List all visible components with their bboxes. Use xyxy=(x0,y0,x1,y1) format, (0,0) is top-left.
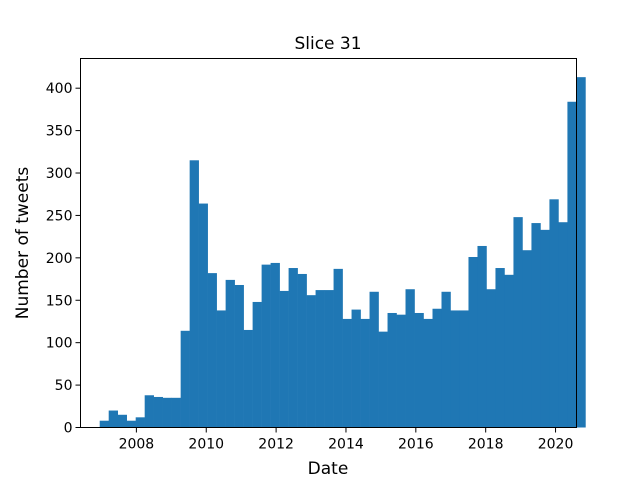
histogram-bar xyxy=(351,309,361,428)
histogram-bar xyxy=(504,274,514,428)
histogram-bar xyxy=(216,310,226,428)
plot-frame xyxy=(80,58,577,428)
histogram-bar xyxy=(567,101,577,428)
chart-title: Slice 31 xyxy=(294,34,361,54)
histogram-bar xyxy=(459,310,469,428)
y-tick-label: 250 xyxy=(46,208,73,224)
histogram-bar xyxy=(306,295,316,428)
x-tick-label: 2012 xyxy=(258,437,294,453)
y-tick-label: 350 xyxy=(46,124,73,140)
histogram-bar xyxy=(558,222,568,428)
histogram-bar xyxy=(207,273,217,428)
histogram-bar xyxy=(423,318,433,428)
x-tick-label: 2018 xyxy=(468,437,504,453)
y-tick-label: 0 xyxy=(64,421,73,437)
y-tick-label: 150 xyxy=(46,293,73,309)
histogram-bar xyxy=(450,310,460,428)
histogram-bar xyxy=(99,420,110,428)
histogram-bar xyxy=(297,273,307,428)
histogram-bar xyxy=(279,290,289,428)
histogram-bar xyxy=(180,330,190,428)
histogram-bar xyxy=(270,262,280,428)
histogram-bar xyxy=(288,268,298,428)
y-axis-ticks: 0 50 100 150 200 250 300 350 400 xyxy=(46,81,81,437)
histogram-bar xyxy=(468,256,478,428)
histogram-bar xyxy=(225,279,235,428)
histogram-bar xyxy=(234,284,244,428)
x-tick-label: 2008 xyxy=(119,437,155,453)
y-tick-label: 300 xyxy=(46,166,73,182)
histogram-bar xyxy=(414,312,424,428)
histogram-bar xyxy=(108,410,118,428)
x-axis-label: Date xyxy=(308,459,349,479)
x-tick-label: 2010 xyxy=(188,437,224,453)
x-tick-label: 2020 xyxy=(538,437,574,453)
histogram-bar xyxy=(144,395,154,428)
histogram-bar xyxy=(522,250,532,428)
histogram-bar xyxy=(369,291,379,428)
histogram-bar xyxy=(135,417,145,428)
x-tick-label: 2014 xyxy=(328,437,364,453)
histogram-bar xyxy=(432,308,442,428)
histogram-bar xyxy=(441,291,451,428)
bars-group xyxy=(99,77,586,428)
histogram-bar xyxy=(243,329,253,428)
histogram-bar xyxy=(261,264,271,428)
y-tick-label: 400 xyxy=(46,81,73,97)
histogram-bar xyxy=(540,229,550,428)
histogram-bar xyxy=(477,245,487,428)
histogram-bar xyxy=(324,290,334,428)
histogram-bar xyxy=(117,414,127,428)
y-tick-label: 100 xyxy=(46,336,73,352)
histogram-bar xyxy=(396,314,406,428)
histogram-bar xyxy=(531,223,541,428)
histogram-bar xyxy=(513,217,523,428)
y-axis-label: Number of tweets xyxy=(13,167,33,320)
histogram-bar xyxy=(171,397,181,428)
histogram-bar xyxy=(126,420,136,428)
histogram-bar xyxy=(495,268,505,428)
histogram-bar xyxy=(198,203,208,428)
y-tick-label: 50 xyxy=(55,378,73,394)
histogram-bar xyxy=(576,77,586,428)
y-tick-label: 200 xyxy=(46,251,73,267)
histogram-bar xyxy=(189,160,199,428)
histogram-bar xyxy=(387,312,397,428)
histogram-bar xyxy=(333,268,343,428)
histogram-bar xyxy=(405,289,415,428)
x-axis-ticks: 2008 2010 2012 2014 2016 2018 2020 xyxy=(119,427,574,453)
histogram-bar xyxy=(315,290,325,428)
histogram-bar xyxy=(360,318,370,428)
histogram-bar xyxy=(342,318,352,428)
histogram-bar xyxy=(162,397,172,428)
histogram-bar xyxy=(153,396,163,428)
histogram-bar xyxy=(252,301,262,428)
histogram-bar xyxy=(549,199,559,428)
histogram-bar xyxy=(486,289,496,428)
x-tick-label: 2016 xyxy=(398,437,434,453)
histogram-bar xyxy=(378,331,388,428)
